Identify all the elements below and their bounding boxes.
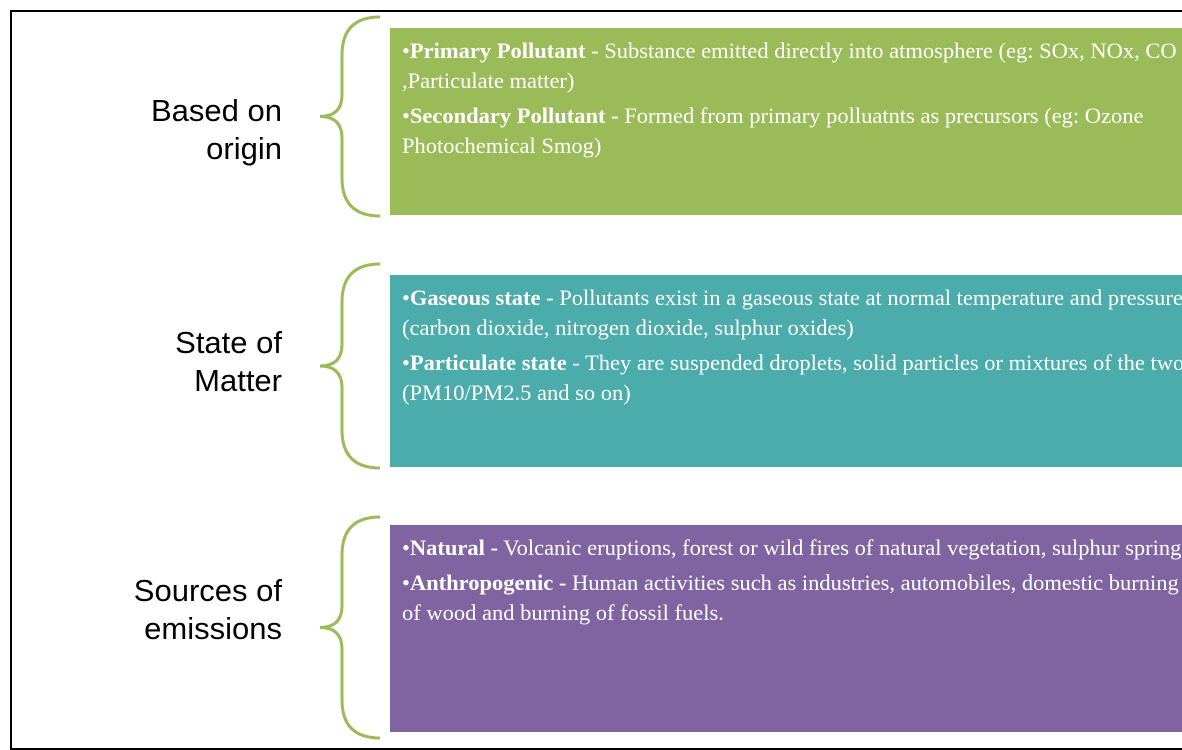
bullet-item: Secondary Pollutant - Formed from primar… xyxy=(402,101,1182,161)
item-text: Volcanic eruptions, forest or wild fires… xyxy=(503,535,1182,560)
item-text: Formed from primary polluatnts as precur… xyxy=(402,103,1144,158)
bullet-item: Particulate state - They are suspended d… xyxy=(402,348,1182,408)
item-text: Pollutants exist in a gaseous state at n… xyxy=(402,285,1182,340)
item-term: Primary Pollutant - xyxy=(409,38,599,63)
row-label: Sources of emissions xyxy=(133,573,282,646)
item-text: Substance emitted directly into atmosphe… xyxy=(402,38,1177,93)
item-term: Particulate state xyxy=(409,350,567,375)
brace xyxy=(319,15,381,218)
bullet-item: Primary Pollutant - Substance emitted di… xyxy=(402,36,1182,96)
brace-path xyxy=(319,15,381,218)
item-term: Gaseous state - xyxy=(409,285,554,310)
item-text: - They are suspended droplets, solid par… xyxy=(402,350,1182,405)
category-box: Natural - Volcanic eruptions, forest or … xyxy=(390,525,1182,732)
category-box: Gaseous state - Pollutants exist in a ga… xyxy=(390,275,1182,467)
category-box: Primary Pollutant - Substance emitted di… xyxy=(390,28,1182,215)
item-term: Anthropogenic - xyxy=(409,570,567,595)
bullet-item: Anthropogenic - Human activities such as… xyxy=(402,568,1182,628)
page: Based on origin Primary Pollutant - Subst… xyxy=(0,0,1182,720)
brace xyxy=(319,515,381,740)
item-term: Secondary Pollutant - xyxy=(409,103,619,128)
brace-path xyxy=(319,515,381,740)
bullet-item: Gaseous state - Pollutants exist in a ga… xyxy=(402,283,1182,343)
item-text: Human activities such as industries, aut… xyxy=(402,570,1179,625)
brace xyxy=(319,262,381,470)
item-term: Natural - xyxy=(409,535,499,560)
bullet-item: Natural - Volcanic eruptions, forest or … xyxy=(402,533,1182,563)
row-label: Based on origin xyxy=(151,93,282,166)
brace-path xyxy=(319,262,381,470)
row-label: State of Matter xyxy=(175,325,282,398)
